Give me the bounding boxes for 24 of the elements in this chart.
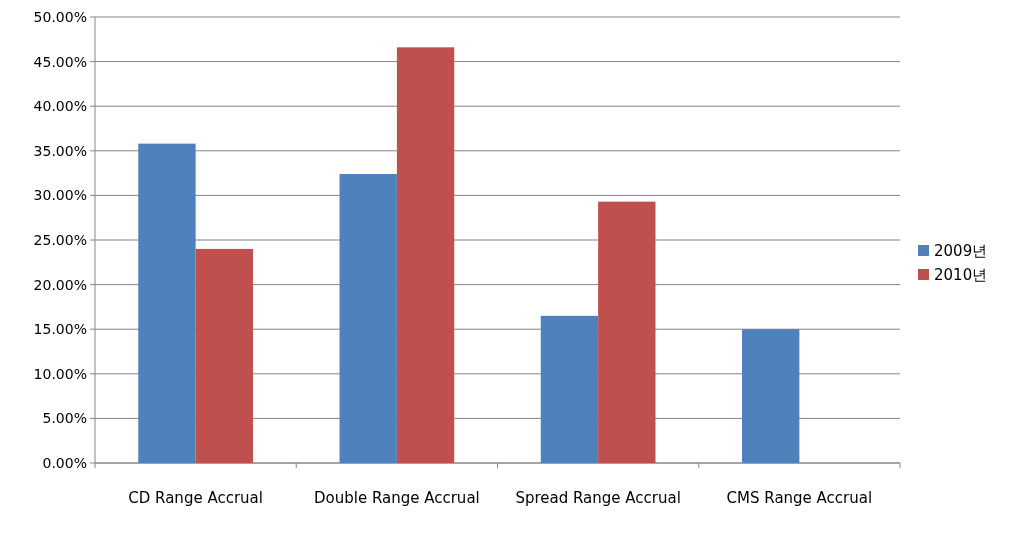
y-tick-label: 15.00% [33,321,87,338]
y-tick-label: 20.00% [33,276,87,293]
legend-label: 2009년 [934,242,988,260]
legend-label: 2010년 [934,266,988,284]
bar [598,201,656,463]
bar [138,143,196,463]
y-tick-label: 35.00% [33,142,87,159]
y-tick-label: 50.00% [33,9,87,25]
y-tick-label: 10.00% [33,365,87,382]
x-tick-label: Double Range Accrual [313,489,480,507]
x-tick-label: CD Range Accrual [128,489,263,507]
y-tick-label: 40.00% [33,98,87,115]
y-tick-label: 0.00% [42,455,87,471]
bar [540,315,599,463]
bar [195,248,253,463]
y-tick-label: 30.00% [33,187,87,204]
x-tick-label: CMS Range Accrual [726,489,873,507]
bar [742,329,800,463]
bar [396,47,455,463]
y-tick-label: 5.00% [42,410,87,427]
y-tick-label: 45.00% [33,53,87,70]
bar [339,173,397,463]
y-tick-label: 25.00% [33,232,87,248]
x-tick-label: Spread Range Accrual [515,489,681,507]
